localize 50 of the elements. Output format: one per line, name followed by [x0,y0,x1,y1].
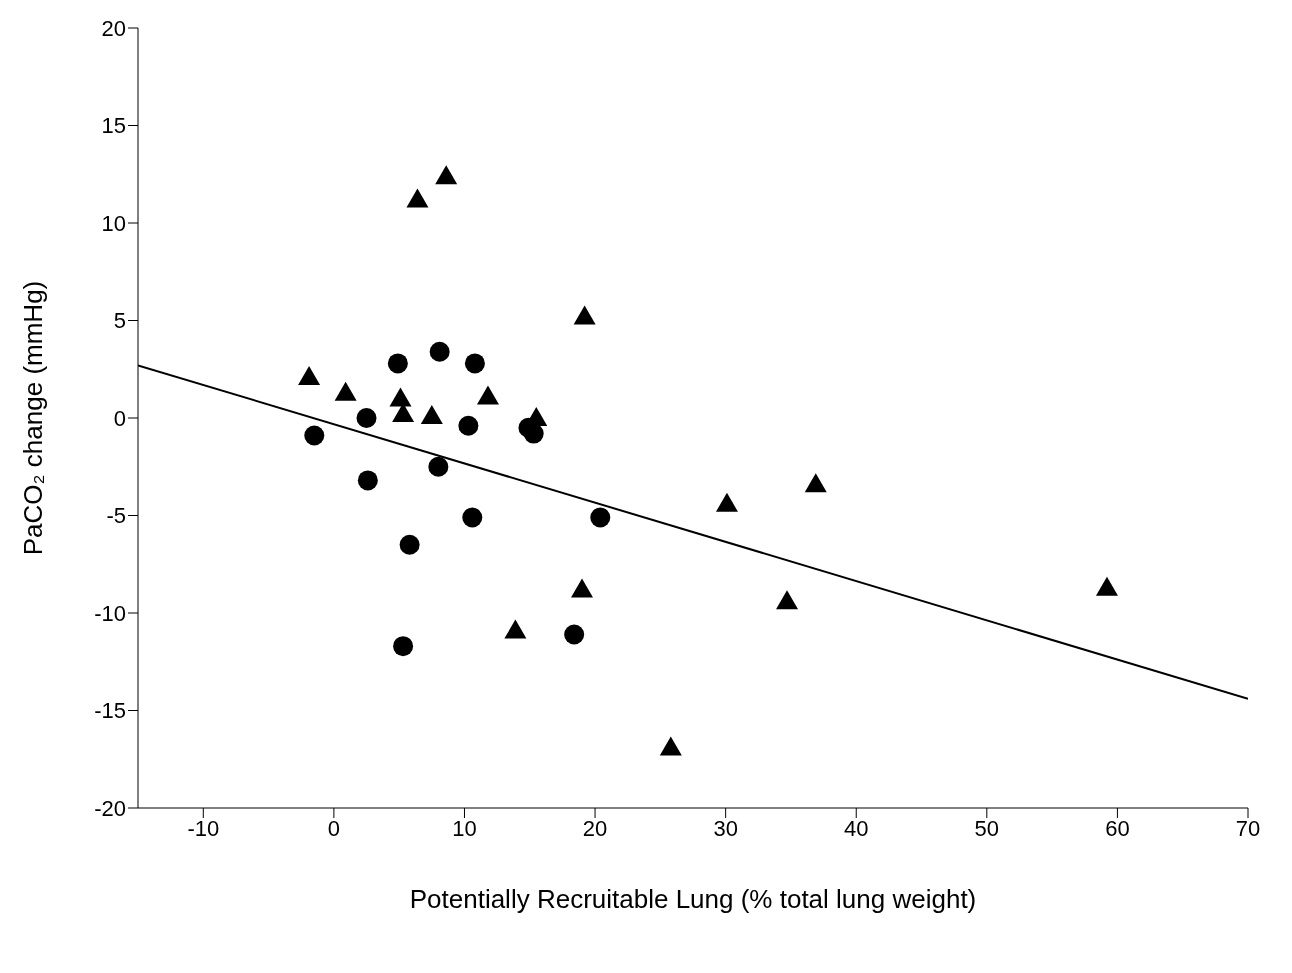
y-tick-label: 20 [101,15,126,41]
x-tick-label: 20 [582,815,608,841]
y-tick-label: 0 [113,405,126,431]
point [435,165,458,185]
y-axis-title: PaCO₂ change (mmHg) [18,280,49,556]
point [715,492,738,512]
x-tick-label: 0 [327,815,341,841]
point [420,405,443,425]
y-tick-label: -10 [94,600,126,626]
point [399,534,420,555]
point [392,403,415,423]
point [387,353,408,374]
point [334,381,357,401]
point [464,353,485,374]
x-tick-label: -10 [187,815,220,841]
point [504,619,527,639]
point [428,456,449,477]
x-tick-label: 40 [843,815,869,841]
point [304,425,325,446]
point [357,470,378,491]
point [476,385,499,405]
point [573,305,596,325]
x-tick-label: 10 [452,815,477,841]
y-tick-label: -5 [106,503,126,529]
point [564,624,585,645]
point [804,473,827,493]
point [776,590,799,610]
y-tick-label: 10 [101,210,126,236]
x-tick-label: 50 [974,815,1000,841]
point [462,507,483,528]
point [590,507,611,528]
y-tick-label: 5 [113,308,126,334]
x-axis-title: Potentially Recruitable Lung (% total lung weight) [409,884,977,914]
point [298,366,321,386]
y-tick-label: 15 [101,113,126,139]
point [523,423,544,444]
y-tick-label: -15 [94,698,126,724]
point [389,387,412,407]
x-tick-label: 30 [713,815,738,841]
y-tick-label: -20 [94,795,126,821]
x-tick-label: 60 [1105,815,1130,841]
point [393,636,414,657]
point [1095,576,1118,596]
point [406,188,429,208]
point [571,578,593,598]
point [429,341,450,362]
point [458,415,479,436]
point [356,408,377,428]
point [659,736,682,756]
x-tick-label: 70 [1235,815,1261,841]
